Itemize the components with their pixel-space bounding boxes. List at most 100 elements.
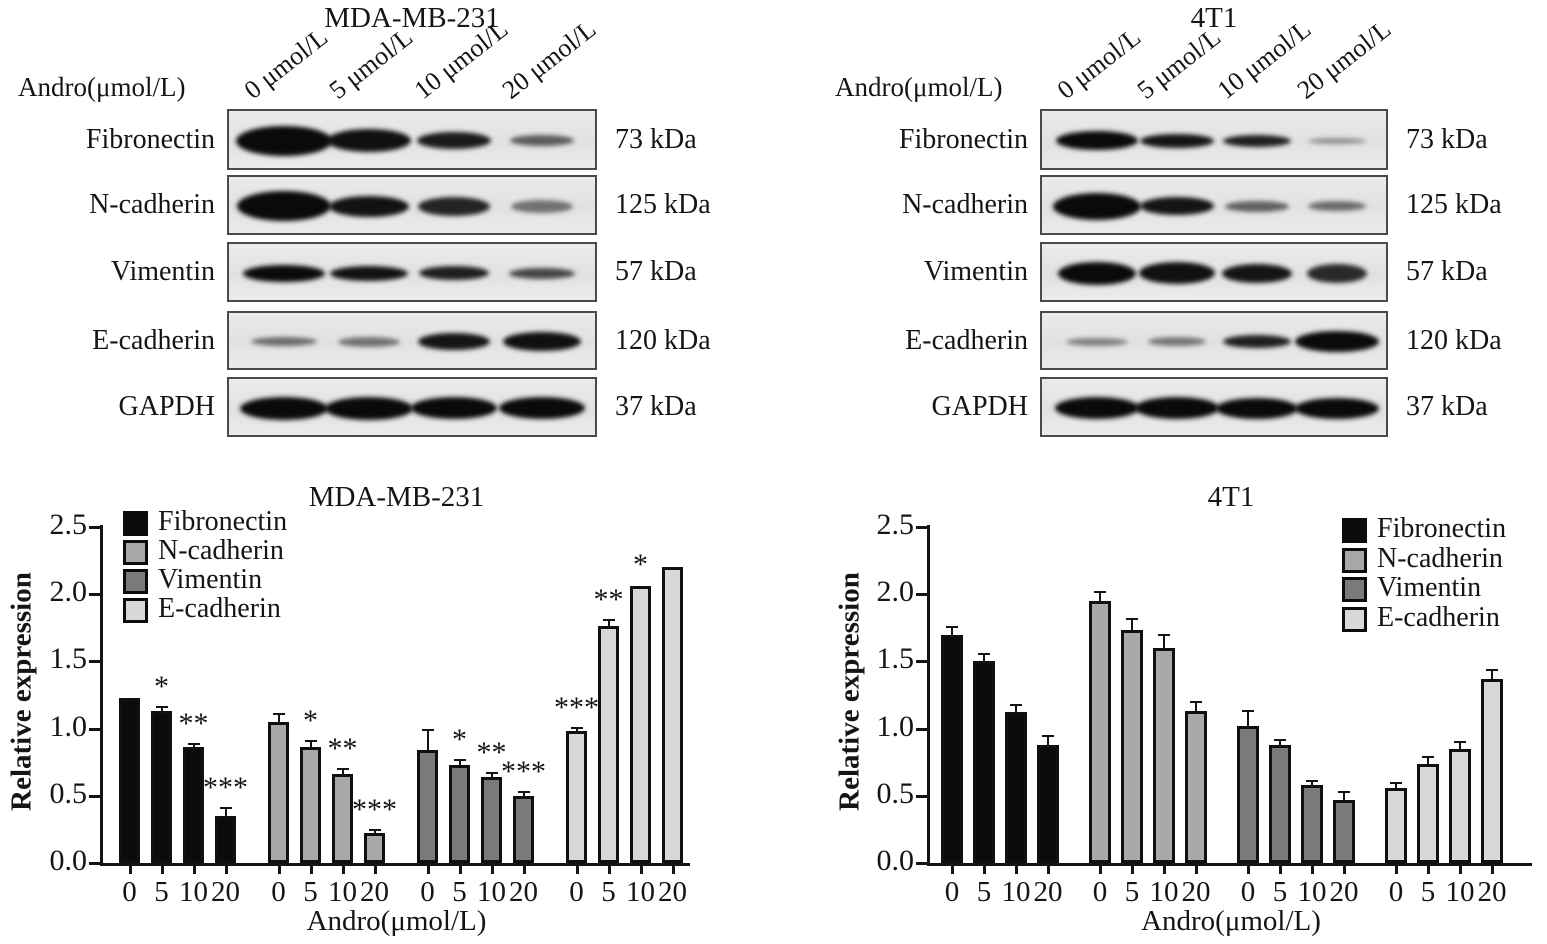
bar xyxy=(1269,744,1291,863)
blot-strip xyxy=(227,109,597,170)
bar xyxy=(941,634,963,863)
chart-title: 4T1 xyxy=(1207,481,1255,513)
y-tick xyxy=(916,660,927,664)
x-tick xyxy=(490,866,494,874)
protein-band xyxy=(1052,192,1141,220)
protein-label: Fibronectin xyxy=(898,123,1028,155)
significance-label: *** xyxy=(352,792,397,826)
protein-label: N-cadherin xyxy=(902,189,1028,220)
x-tick xyxy=(1279,866,1282,874)
dose-tick-label: 5 xyxy=(303,876,318,908)
error-bar-stem xyxy=(522,793,525,796)
y-tick xyxy=(89,593,100,597)
error-bar-cap xyxy=(1454,741,1466,744)
error-bar-cap xyxy=(1242,710,1254,713)
error-bar-stem xyxy=(309,742,312,748)
bar xyxy=(332,774,353,863)
protein-label: N-cadherin xyxy=(89,189,215,220)
dose-tick-label: 0 xyxy=(1388,876,1404,908)
x-tick xyxy=(373,866,377,874)
andro-header-label: Andro(μmol/L) xyxy=(835,72,1003,102)
blot-strip xyxy=(1040,242,1388,302)
protein-band xyxy=(1222,263,1293,283)
y-tick xyxy=(89,526,100,529)
error-bar-cap xyxy=(219,807,232,810)
cell-line-title: MDA-MB-231 xyxy=(324,2,500,34)
protein-label: Vimentin xyxy=(923,256,1028,287)
y-tick-label: 2.5 xyxy=(876,508,915,541)
protein-band xyxy=(417,196,490,216)
error-bar-cap xyxy=(602,619,615,622)
protein-band xyxy=(240,396,329,420)
error-bar-stem xyxy=(1047,736,1049,745)
x-tick xyxy=(458,866,462,874)
dose-tick-label: 10 xyxy=(179,876,208,908)
error-bar-cap xyxy=(1274,738,1286,741)
y-tick-label: 2.0 xyxy=(876,575,915,609)
error-bar-stem xyxy=(1015,705,1017,713)
protein-band xyxy=(1223,335,1292,348)
protein-band xyxy=(410,397,497,419)
protein-band xyxy=(237,191,332,221)
y-tick-label: 2.5 xyxy=(49,508,88,541)
dose-tick-label: 10 xyxy=(626,876,655,908)
y-tick-label: 0.5 xyxy=(876,776,915,810)
bar xyxy=(449,764,470,863)
dose-tick-label: 10 xyxy=(1149,876,1179,908)
protein-band xyxy=(1216,397,1299,419)
x-tick xyxy=(1459,866,1462,874)
x-tick xyxy=(1015,866,1018,874)
x-tick xyxy=(426,866,430,874)
protein-band xyxy=(510,135,575,146)
error-bar-cap xyxy=(1486,668,1498,671)
legend-swatch xyxy=(1342,606,1367,632)
error-bar-cap xyxy=(453,758,466,761)
significance-label: *** xyxy=(203,771,248,805)
protein-band xyxy=(509,267,576,279)
dose-tick-label: 0 xyxy=(1240,876,1256,908)
y-tick-label: 2.0 xyxy=(49,575,88,609)
protein-band xyxy=(1139,262,1216,284)
legend-label: Vimentin xyxy=(1377,572,1482,603)
error-bar-stem xyxy=(373,830,376,834)
bar xyxy=(364,833,385,863)
y-tick xyxy=(916,526,927,529)
error-bar-stem xyxy=(1279,740,1281,745)
dose-tick-label: 0 xyxy=(122,876,137,908)
bar xyxy=(1385,787,1407,863)
bar xyxy=(630,586,651,863)
x-tick xyxy=(1491,866,1494,874)
y-tick xyxy=(89,727,100,731)
x-tick xyxy=(671,866,675,874)
bar xyxy=(1449,748,1471,863)
significance-label: ** xyxy=(327,732,358,766)
y-tick xyxy=(89,660,100,664)
error-bar-cap xyxy=(304,740,317,743)
x-tick xyxy=(192,866,196,874)
error-bar-cap xyxy=(517,791,530,794)
molecular-weight-label: 37 kDa xyxy=(1406,391,1488,422)
protein-band xyxy=(499,397,586,419)
dose-tick-label: 10 xyxy=(1001,876,1031,908)
bar xyxy=(1417,763,1439,863)
blot-strip xyxy=(1040,377,1388,437)
bar xyxy=(1037,744,1059,863)
protein-label: GAPDH xyxy=(118,391,215,422)
molecular-weight-label: 73 kDa xyxy=(1406,123,1488,155)
protein-band xyxy=(251,337,318,346)
y-tick xyxy=(89,862,100,865)
legend-swatch xyxy=(123,598,148,623)
x-tick xyxy=(1247,866,1250,874)
protein-label: E-cadherin xyxy=(905,324,1028,356)
x-axis-line xyxy=(100,863,690,866)
x-tick xyxy=(639,866,643,874)
legend-label: Fibronectin xyxy=(158,506,288,537)
x-tick xyxy=(341,866,345,874)
error-bar-stem xyxy=(1099,592,1101,601)
protein-band xyxy=(511,199,574,213)
dose-tick-label: 20 xyxy=(360,876,389,908)
y-tick-label: 0.0 xyxy=(876,844,915,877)
dose-tick-label: 10 xyxy=(1297,876,1327,908)
